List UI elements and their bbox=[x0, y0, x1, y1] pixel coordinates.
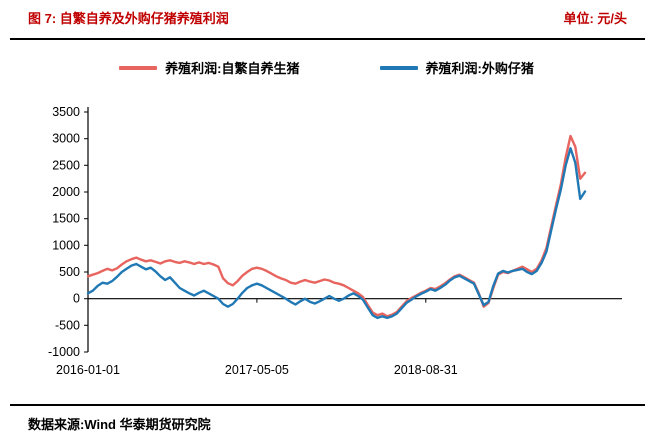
data-source: 数据来源:Wind 华泰期货研究院 bbox=[28, 417, 211, 432]
legend-item-self-breeding: 养殖利润:自繁自养生猪 bbox=[119, 58, 300, 77]
figure-title: 图 7: 自繁自养及外购仔猪养殖利润 bbox=[28, 11, 229, 26]
svg-text:-1000: -1000 bbox=[48, 345, 80, 359]
legend-item-purchased-piglets: 养殖利润:外购仔猪 bbox=[379, 58, 534, 77]
blue-line-swatch bbox=[379, 65, 418, 70]
svg-text:2016-01-01: 2016-01-01 bbox=[56, 363, 120, 377]
profit-line-chart: 3500 3000 2500 2000 1500 1000 500 0 -500 -1000 201… bbox=[0, 95, 653, 395]
header-divider bbox=[10, 38, 645, 40]
red-line-swatch bbox=[119, 65, 158, 70]
footer-divider bbox=[10, 404, 645, 406]
svg-text:2017-05-05: 2017-05-05 bbox=[225, 363, 289, 377]
svg-text:2500: 2500 bbox=[52, 158, 80, 172]
svg-text:0: 0 bbox=[73, 292, 80, 306]
svg-text:500: 500 bbox=[59, 265, 80, 279]
svg-text:1000: 1000 bbox=[52, 238, 80, 252]
svg-text:2018-08-31: 2018-08-31 bbox=[394, 363, 458, 377]
svg-text:2000: 2000 bbox=[52, 185, 80, 199]
svg-text:-500: -500 bbox=[55, 318, 80, 332]
svg-text:3500: 3500 bbox=[52, 105, 80, 119]
figure-footer: 数据来源:Wind 华泰期货研究院 bbox=[28, 414, 211, 433]
chart-canvas: 3500 3000 2500 2000 1500 1000 500 0 -500 -1000 201… bbox=[48, 105, 622, 377]
chart-legend: 养殖利润:自繁自养生猪 养殖利润:外购仔猪 bbox=[0, 58, 653, 77]
legend-label-self-breeding: 养殖利润:自繁自养生猪 bbox=[165, 61, 300, 76]
svg-text:3000: 3000 bbox=[52, 132, 80, 146]
svg-text:1500: 1500 bbox=[52, 212, 80, 226]
unit-label: 单位: 元/头 bbox=[563, 11, 627, 26]
legend-label-purchased-piglets: 养殖利润:外购仔猪 bbox=[425, 61, 534, 76]
figure-header: 图 7: 自繁自养及外购仔猪养殖利润 单位: 元/头 bbox=[28, 8, 627, 27]
